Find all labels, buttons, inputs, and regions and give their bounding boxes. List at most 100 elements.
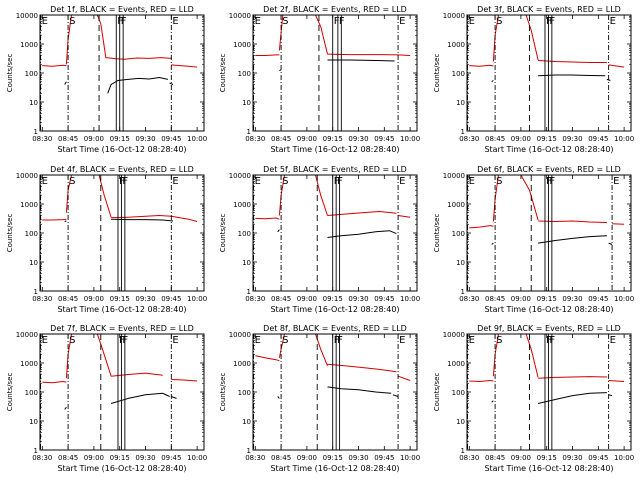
panel-5-y-tick-label: 10000 xyxy=(229,172,251,180)
panel-4-y-tick-label: 10 xyxy=(29,259,38,267)
panel-4-marker-label: F xyxy=(122,176,128,187)
panel-5-marker-label: E xyxy=(255,176,261,187)
panel-1-events-series-line xyxy=(107,76,169,94)
panel-7-plot-frame xyxy=(39,333,205,451)
panel-8-xlabel: Start Time (16-Oct-12 08:28:40) xyxy=(270,464,399,473)
panel-6-y-tick-label: 10000 xyxy=(443,172,465,180)
panel-5-plot-frame xyxy=(252,174,418,292)
panel-6-events-series-line xyxy=(491,242,494,245)
panel-4-x-tick-label: 08:30 xyxy=(32,295,52,303)
panel-1-y-tick-label: 1000 xyxy=(20,41,38,49)
panel-6-y-tick-label: 10 xyxy=(456,259,465,267)
panel-9-events-series-line xyxy=(491,400,494,403)
panel-5-x-tick-label: 09:45 xyxy=(374,295,394,303)
panel-9-marker-label: F xyxy=(549,335,555,346)
panel-8-x-tick-label: 09:15 xyxy=(323,454,343,462)
panel-1-marker-label: F xyxy=(117,16,123,27)
panel-7-y-tick-label: 10 xyxy=(29,418,38,426)
panel-4-x-tick-label: 09:15 xyxy=(110,295,130,303)
panel-9-x-tick-label: 09:30 xyxy=(562,454,582,462)
panel-5-x-tick-label: 08:45 xyxy=(271,295,291,303)
panel-9-x-tick-label: 08:45 xyxy=(485,454,505,462)
panel-2-x-tick-label: 08:45 xyxy=(271,135,291,143)
panel-3-x-tick-label: 09:45 xyxy=(588,135,608,143)
panel-6-y-tick-label: 100 xyxy=(452,230,465,238)
panel-3-y-tick-label: 10 xyxy=(456,99,465,107)
panel-5-events-series-line xyxy=(327,230,397,238)
panel-7-x-tick-label: 08:30 xyxy=(32,454,52,462)
panel-3-lld-series-line xyxy=(608,64,625,68)
panel-6-marker-label: E xyxy=(613,176,619,187)
panel-3-lld-series-line xyxy=(538,60,607,63)
panel-2-marker-label: F xyxy=(334,16,340,27)
panel-7-events-series-line xyxy=(64,406,67,410)
panel-6-x-tick-label: 08:30 xyxy=(459,295,479,303)
panel-1-x-tick-label: 08:30 xyxy=(32,135,52,143)
panel-1-events-series-line xyxy=(169,82,174,85)
panel-9-y-tick-label: 10 xyxy=(456,418,465,426)
panel-1-x-tick-label: 09:15 xyxy=(110,135,130,143)
panel-1-x-tick-label: 10:00 xyxy=(187,135,207,143)
panel-7-marker-label: F xyxy=(122,335,128,346)
panel-8-events-series-line xyxy=(327,386,392,394)
panel-7-events-series-line xyxy=(110,392,170,404)
panel-9-title: Det 9f, BLACK = Events, RED = LLD xyxy=(477,324,621,333)
panel-4-xlabel: Start Time (16-Oct-12 08:28:40) xyxy=(57,305,186,314)
panel-2-lld-series-line xyxy=(255,54,280,56)
panel-9-y-tick-label: 10000 xyxy=(443,331,465,339)
panel-8-title: Det 8f, BLACK = Events, RED = LLD xyxy=(263,324,407,333)
panel-4-title: Det 4f, BLACK = Events, RED = LLD xyxy=(50,165,194,174)
panel-8-x-tick-label: 09:30 xyxy=(348,454,368,462)
panel-3-marker-label: E xyxy=(469,16,475,27)
panel-7-marker-label: E xyxy=(172,335,178,346)
panel-5-marker-label: F xyxy=(334,176,340,187)
panel-1-y-tick-label: 10000 xyxy=(16,12,38,20)
panel-1-y-tick-label: 1 xyxy=(34,128,38,136)
panel-7-marker-label: E xyxy=(42,335,48,346)
panel-4-x-tick-label: 09:45 xyxy=(161,295,181,303)
panel-5-y-tick-label: 10 xyxy=(242,259,251,267)
panel-5-xlabel: Start Time (16-Oct-12 08:28:40) xyxy=(270,305,399,314)
panel-2-lld-series-line xyxy=(398,54,411,56)
panel-3-plot-frame xyxy=(466,14,632,132)
panel-5-ylabel: Counts/sec xyxy=(219,214,227,253)
panel-1-lld-series-line xyxy=(42,64,67,67)
panel-1-xlabel: Start Time (16-Oct-12 08:28:40) xyxy=(57,145,186,154)
panel-8-events-series-line xyxy=(277,396,280,399)
panel-2-marker-label: F xyxy=(339,16,345,27)
panel-2-lld-series-line xyxy=(327,53,399,56)
panel-4-x-tick-label: 09:00 xyxy=(84,295,104,303)
panel-6-events-series-line xyxy=(608,242,613,245)
panel-1-marker-label: F xyxy=(121,16,127,27)
panel-7-lld-series-line xyxy=(111,372,163,377)
panel-1-marker-label: S xyxy=(69,16,75,27)
panel-1-y-tick-label: 100 xyxy=(25,70,38,78)
panel-7-title: Det 7f, BLACK = Events, RED = LLD xyxy=(50,324,194,333)
panel-2-x-tick-label: 10:00 xyxy=(400,135,420,143)
panel-4-x-tick-label: 08:45 xyxy=(58,295,78,303)
panel-5-x-tick-label: 10:00 xyxy=(400,295,420,303)
panel-7-x-tick-label: 10:00 xyxy=(187,454,207,462)
panel-7-marker-label: F xyxy=(119,335,125,346)
panel-8-lld-series-line xyxy=(327,363,397,373)
panel-7-lld-series-line xyxy=(171,379,198,382)
panel-6-x-tick-label: 09:15 xyxy=(537,295,557,303)
panel-5-events-series-line xyxy=(277,229,280,233)
panel-2-y-tick-label: 10000 xyxy=(229,12,251,20)
panel-4-x-tick-label: 10:00 xyxy=(187,295,207,303)
panel-2-x-tick-label: 09:45 xyxy=(374,135,394,143)
panel-6-marker-label: E xyxy=(469,176,475,187)
panel-1-ylabel: Counts/sec xyxy=(6,54,14,93)
panel-6-marker-label: F xyxy=(549,176,555,187)
panel-8-x-tick-label: 08:45 xyxy=(271,454,291,462)
panel-4-lld-series-line xyxy=(111,214,198,222)
panel-5-title: Det 5f, BLACK = Events, RED = LLD xyxy=(263,165,407,174)
panel-4-marker-label: F xyxy=(119,176,125,187)
panel-2-y-tick-label: 10 xyxy=(242,99,251,107)
panel-4-lld-series-line xyxy=(42,218,67,221)
panel-3-x-tick-label: 08:30 xyxy=(459,135,479,143)
panel-5-marker-label: S xyxy=(282,176,288,187)
panel-4-marker-label: E xyxy=(172,176,178,187)
panel-9-marker-label: F xyxy=(546,335,552,346)
panel-9-lld-series-line xyxy=(608,380,625,382)
